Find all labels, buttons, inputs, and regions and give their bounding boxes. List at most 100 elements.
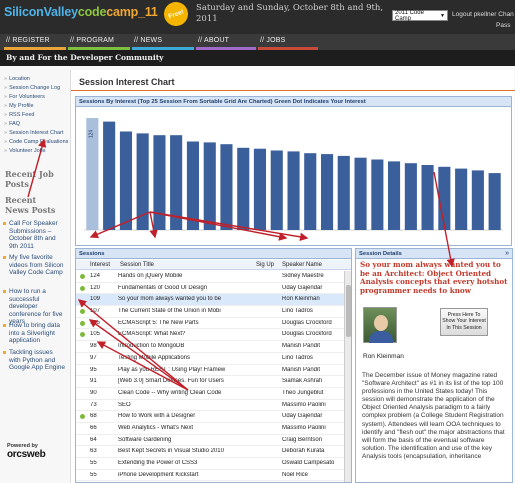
- chart-bar[interactable]: [86, 118, 99, 230]
- tagline-bar: By and For the Developer Community: [0, 50, 515, 66]
- sidebar-link-my-profile[interactable]: My Profile: [4, 103, 33, 109]
- chart-bar[interactable]: [304, 153, 317, 230]
- nav-about[interactable]: // ABOUT: [198, 37, 230, 44]
- site-logo[interactable]: SiliconValleycodecamp_11: [4, 5, 158, 19]
- chart-bar[interactable]: [421, 165, 434, 230]
- sidebar-link-for-volunteers[interactable]: For Volunteers: [4, 94, 45, 100]
- session-interest-count: 105: [90, 319, 101, 326]
- logo-text-part1: SiliconValley: [4, 5, 78, 19]
- column-header-interest[interactable]: Interest: [90, 262, 111, 268]
- chart-bar[interactable]: [404, 163, 417, 230]
- session-interest-count: 90: [90, 389, 97, 396]
- session-row[interactable]: 95 Play as you REST : Using Play! Framew M…: [76, 365, 344, 377]
- session-interest-count: 91: [90, 378, 97, 385]
- nav-program[interactable]: // PROGRAM: [70, 37, 115, 44]
- password-link[interactable]: Pass: [496, 22, 511, 29]
- sidebar-link-faq[interactable]: FAQ: [4, 121, 20, 127]
- chart-bar[interactable]: [321, 154, 334, 230]
- chart-bar[interactable]: [253, 148, 266, 230]
- logo-text-part3: camp_11: [106, 5, 158, 19]
- news-post-link[interactable]: My five favorite videos from Silicon Val…: [3, 254, 66, 277]
- sidebar-link-location[interactable]: Location: [4, 76, 30, 82]
- session-row[interactable]: 55 Extending the Power of CSS3 Oswald Camp…: [76, 458, 344, 470]
- session-row[interactable]: 91 [Web 3.0] Smart Devices. Fun for Users…: [76, 376, 344, 388]
- chart-bar[interactable]: [337, 155, 350, 230]
- session-title: So your mom always wanted you to be: [118, 296, 222, 303]
- session-row[interactable]: 98 Introduction to MongoDB Manish Pandit: [76, 341, 344, 353]
- session-row[interactable]: 66 Web Analytics - What's Next Massimo Pao…: [76, 423, 344, 435]
- session-row[interactable]: 64 Software Gardening Craig Berntson: [76, 435, 344, 447]
- column-header-title[interactable]: Session Title: [120, 262, 155, 268]
- show-interest-button[interactable]: Press Here To Show Your Interest In This…: [440, 308, 488, 336]
- session-row[interactable]: 120 Fundamentals of Good UI Design Uday Ga…: [76, 283, 344, 295]
- chart-bar[interactable]: [471, 170, 484, 230]
- session-row[interactable]: 97 Testing Mobile Applications Lino Tadros: [76, 353, 344, 365]
- speaker-photo-face: [374, 315, 388, 331]
- grid-scrollbar[interactable]: [344, 271, 351, 482]
- chart-bar[interactable]: [287, 151, 300, 230]
- sidebar-link-rss-feed[interactable]: RSS Feed: [4, 112, 34, 118]
- column-header-signed-up[interactable]: Sig Up: [256, 262, 275, 268]
- session-interest-count: 97: [90, 354, 97, 361]
- sessions-panel-title: Sessions: [76, 249, 351, 259]
- chart-bar[interactable]: [153, 135, 166, 230]
- session-interest-count: 120: [90, 284, 101, 291]
- news-post-link[interactable]: How to run a successful developer confer…: [3, 288, 66, 326]
- chart-bar[interactable]: [488, 173, 501, 230]
- sidebar-link-evaluations[interactable]: Code Camp Evaluations: [4, 139, 68, 145]
- chart-data-label: 124: [88, 130, 94, 139]
- session-row[interactable]: 105 ECMAScript: What Next? Douglas Crockfo…: [76, 329, 344, 342]
- news-post-link[interactable]: Call For Speaker Submissions – October 8…: [3, 220, 66, 250]
- session-interest-count: 66: [90, 424, 97, 431]
- session-title: How to Work with a Designer: [118, 413, 196, 420]
- session-row[interactable]: 63 Best Kept Secrets in Visual Studio 201…: [76, 446, 344, 458]
- grid-scrollbar-thumb[interactable]: [346, 285, 351, 337]
- chart-bar[interactable]: [237, 147, 250, 230]
- chart-bar[interactable]: [170, 135, 183, 230]
- session-title: Web Analytics - What's Next: [118, 424, 194, 431]
- chart-bar[interactable]: [103, 121, 116, 230]
- main-nav: // REGISTER // PROGRAM // NEWS // ABOUT …: [0, 34, 515, 50]
- event-select[interactable]: 2011 Code Camp ▼: [392, 10, 448, 22]
- collapse-chevron-icon[interactable]: »: [505, 250, 509, 257]
- interest-dot-icon: [80, 332, 85, 338]
- chart-bar[interactable]: [203, 142, 216, 230]
- chart-bar[interactable]: [388, 161, 401, 230]
- chart-bar[interactable]: [220, 144, 233, 230]
- session-speaker: Douglas Crockford: [282, 331, 332, 338]
- session-row[interactable]: 107 The Current State of the Union in Mob…: [76, 306, 344, 318]
- session-row[interactable]: 90 Clean Code -- Why writing Clean Code Th…: [76, 388, 344, 400]
- session-row[interactable]: 55 iPhone Development Kickstart Noel Rice: [76, 470, 344, 482]
- event-date: Saturday and Sunday, October 8th and 9th…: [196, 3, 384, 24]
- column-header-speaker[interactable]: Speaker Name: [282, 262, 323, 268]
- chart-bar[interactable]: [354, 157, 367, 230]
- nav-register[interactable]: // REGISTER: [6, 37, 50, 44]
- sidebar-link-session-change-log[interactable]: Session Change Log: [4, 85, 60, 91]
- session-row[interactable]: 124 Hands on jQuery Mobile Sidney Maestre: [76, 271, 344, 283]
- sponsor-logo[interactable]: Powered by orcsweb: [7, 443, 49, 460]
- sidebar: Location Session Change Log For Voluntee…: [0, 70, 68, 483]
- nav-jobs[interactable]: // JOBS: [260, 37, 286, 44]
- session-row[interactable]: 73 SEO Massimo Paolini: [76, 400, 344, 412]
- chart-bar[interactable]: [455, 168, 468, 230]
- chart-bar[interactable]: [136, 133, 149, 230]
- sponsor-powered-by: Powered by: [7, 443, 38, 449]
- chevron-down-icon: ▼: [440, 12, 445, 19]
- logout-link[interactable]: Logout pkellner Chan: [452, 11, 514, 18]
- session-interest-count: 98: [90, 343, 97, 350]
- chart-bar[interactable]: [270, 150, 283, 231]
- session-speaker: Theo Jungeblut: [282, 389, 324, 396]
- chart-bar[interactable]: [438, 166, 451, 230]
- sidebar-link-volunteer-jobs[interactable]: Volunteer Jobs: [4, 148, 45, 154]
- session-row[interactable]: 68 How to Work with a Designer Uday Gajend…: [76, 411, 344, 423]
- news-post-link[interactable]: Tackling issues with Python and Google A…: [3, 349, 66, 372]
- nav-news[interactable]: // NEWS: [134, 37, 163, 44]
- session-row[interactable]: 109 So your mom always wanted you to be Ro…: [76, 294, 344, 307]
- session-row[interactable]: 105 ECMAScript 5: The New Parts Douglas Cr…: [76, 318, 344, 330]
- chart-bar[interactable]: [186, 141, 199, 231]
- session-speaker: Ron Kleinman: [282, 296, 320, 303]
- chart-bar[interactable]: [119, 131, 132, 231]
- sidebar-link-session-interest-chart[interactable]: Session Interest Chart: [4, 130, 63, 136]
- chart-bar[interactable]: [371, 159, 384, 231]
- news-post-link[interactable]: How to bring data into a Silverlight app…: [3, 322, 66, 345]
